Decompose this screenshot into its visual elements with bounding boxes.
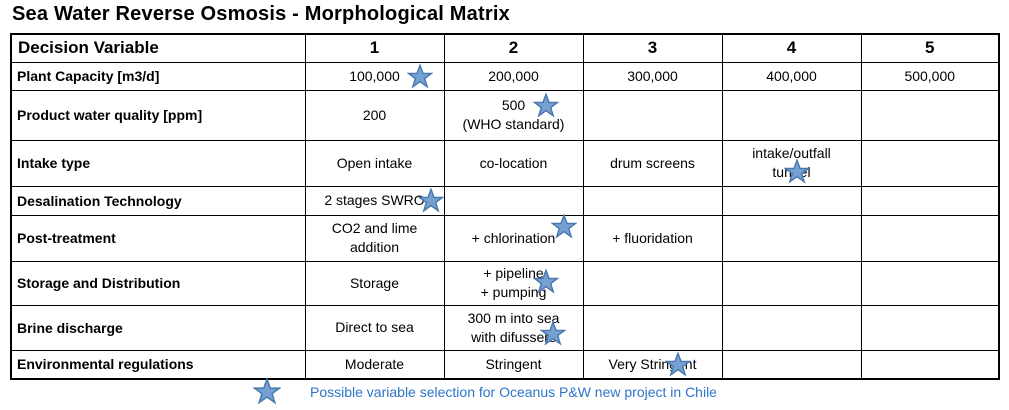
star-icon [407,64,433,90]
matrix-cell: CO2 and lime addition [304,214,445,262]
column-header-5: 5 [860,33,1000,63]
cell-value: 500 (WHO standard) [462,97,565,132]
column-header-1: 1 [304,33,445,63]
matrix-cell: 200 [304,89,445,141]
table-header-row: Decision Variable 1 2 3 4 5 [10,33,1000,63]
matrix-cell: Very Stringent [582,349,723,380]
matrix-cell [721,349,862,380]
matrix-cell: Open intake [304,139,445,187]
cell-value: + chlorination [471,229,556,246]
matrix-cell: Direct to sea [304,304,445,351]
matrix-cell [860,260,1000,306]
star-icon [533,93,559,119]
row-label-plant-capacity: Plant Capacity [m3/d] [10,61,306,91]
matrix-cell [582,185,723,216]
cell-value: intake/outfall tunnel [752,145,831,180]
matrix-cell: 500,000 [860,61,1000,91]
row-label-brine-discharge: Brine discharge [10,304,306,351]
matrix-cell: drum screens [582,139,723,187]
table-row-post-treatment: Post-treatment CO2 and lime addition + c… [10,214,1000,262]
matrix-cell: Storage [304,260,445,306]
column-header-2: 2 [443,33,584,63]
matrix-cell: + chlorination [443,214,584,262]
matrix-cell [582,89,723,141]
matrix-cell [860,185,1000,216]
table-row-storage-distribution: Storage and Distribution Storage + pipel… [10,260,1000,306]
row-label-intake-type: Intake type [10,139,306,187]
row-label-environmental-regulations: Environmental regulations [10,349,306,380]
legend-text: Possible variable selection for Oceanus … [310,384,717,400]
row-label-post-treatment: Post-treatment [10,214,306,262]
row-label-storage-distribution: Storage and Distribution [10,260,306,306]
matrix-cell: 300 m into sea with difussers [443,304,584,351]
morphological-matrix-table: Decision Variable 1 2 3 4 5 Plant Capaci… [10,33,1000,380]
column-header-decision-variable: Decision Variable [10,33,306,63]
matrix-cell [860,89,1000,141]
table-row-environmental-regulations: Environmental regulations Moderate Strin… [10,349,1000,380]
table-row-brine-discharge: Brine discharge Direct to sea 300 m into… [10,304,1000,351]
table-row-desalination-technology: Desalination Technology 2 stages SWRO [10,185,1000,216]
matrix-cell: co-location [443,139,584,187]
matrix-cell: intake/outfall tunnel [721,139,862,187]
column-header-4: 4 [721,33,862,63]
matrix-cell: 100,000 [304,61,445,91]
table-row-product-water-quality: Product water quality [ppm] 200 500 (WHO… [10,89,1000,141]
star-icon [253,378,281,406]
cell-value: 2 stages SWRO [324,192,425,208]
cell-value: + pipeline + pumping [480,265,547,300]
cell-value: Very Stringent [608,355,697,372]
cell-value: 100,000 [349,67,400,84]
matrix-cell [860,349,1000,380]
page-title: Sea Water Reverse Osmosis - Morphologica… [12,3,510,25]
matrix-cell: 300,000 [582,61,723,91]
row-label-product-water-quality: Product water quality [ppm] [10,89,306,141]
matrix-cell: 2 stages SWRO [304,185,445,216]
column-header-3: 3 [582,33,723,63]
cell-value: 300 m into sea with difussers [467,309,560,345]
matrix-cell [721,260,862,306]
matrix-cell: 200,000 [443,61,584,91]
table-row-plant-capacity: Plant Capacity [m3/d] 100,000 200,000 30… [10,61,1000,91]
matrix-cell [860,214,1000,262]
matrix-cell [582,304,723,351]
matrix-cell: + pipeline + pumping [443,260,584,306]
matrix-cell [721,89,862,141]
matrix-cell: Stringent [443,349,584,380]
matrix-cell [443,185,584,216]
matrix-cell: 400,000 [721,61,862,91]
row-label-desalination-technology: Desalination Technology [10,185,306,216]
matrix-cell [721,214,862,262]
matrix-cell: 500 (WHO standard) [443,89,584,141]
matrix-cell: + fluoridation [582,214,723,262]
matrix-cell [582,260,723,306]
matrix-cell [860,139,1000,187]
matrix-cell [860,304,1000,351]
table-row-intake-type: Intake type Open intake co-location drum… [10,139,1000,187]
matrix-cell [721,185,862,216]
matrix-cell [721,304,862,351]
legend: Possible variable selection for Oceanus … [253,378,717,406]
matrix-cell: Moderate [304,349,445,380]
